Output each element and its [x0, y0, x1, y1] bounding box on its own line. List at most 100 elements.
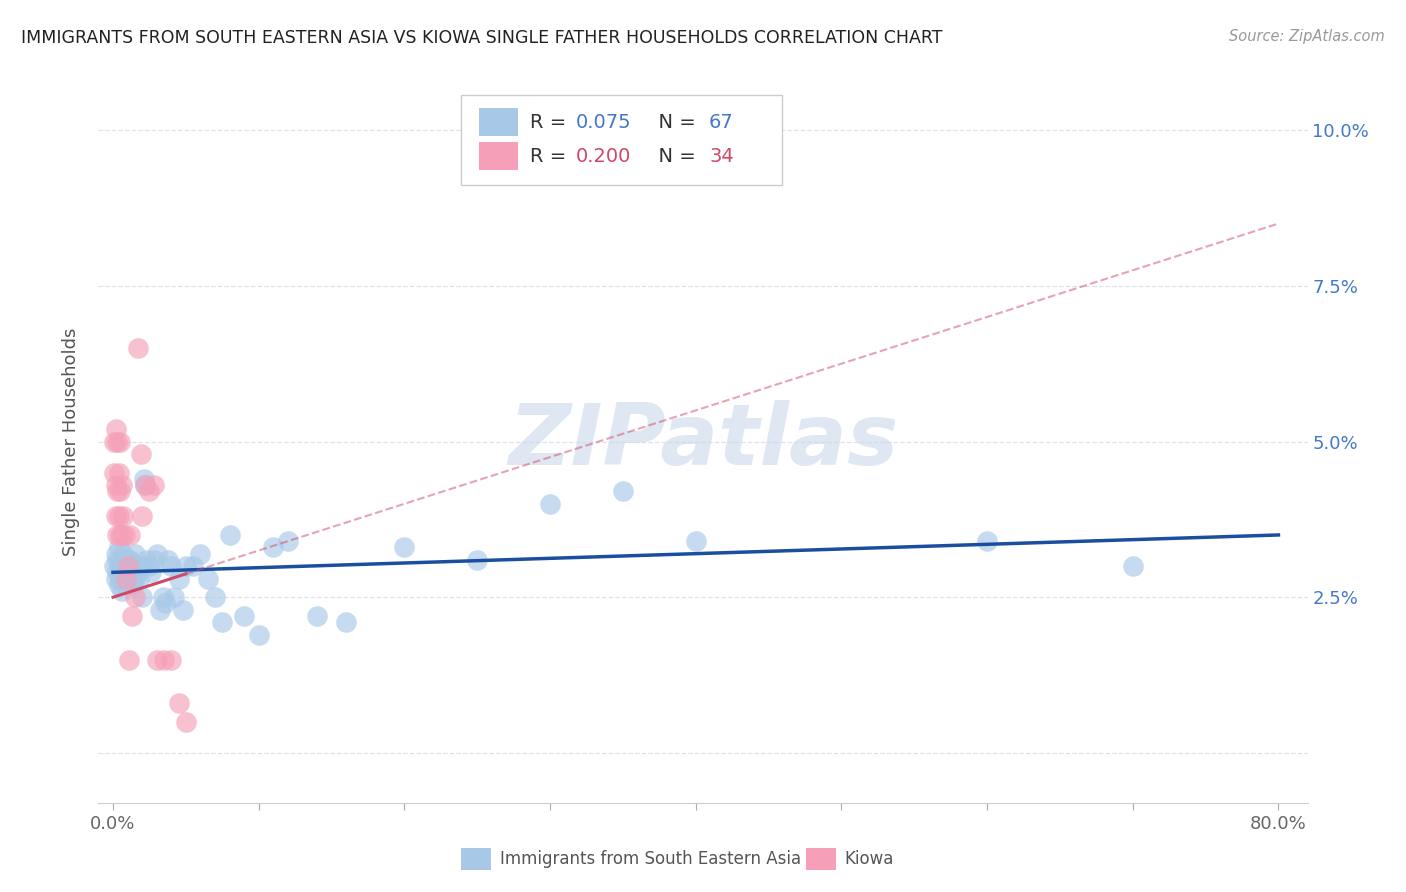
Point — [134, 478, 156, 492]
Text: Source: ZipAtlas.com: Source: ZipAtlas.com — [1229, 29, 1385, 44]
Point — [118, 652, 141, 666]
Point — [129, 559, 152, 574]
Point — [105, 528, 128, 542]
Point — [110, 484, 132, 499]
Point — [134, 478, 156, 492]
Text: 34: 34 — [709, 146, 734, 166]
Point — [142, 553, 165, 567]
Point — [124, 547, 146, 561]
Point — [233, 609, 256, 624]
FancyBboxPatch shape — [461, 848, 492, 870]
Point — [104, 509, 127, 524]
Text: 0.200: 0.200 — [576, 146, 631, 166]
Point — [685, 534, 707, 549]
Point — [127, 341, 149, 355]
Point — [394, 541, 416, 555]
Point — [218, 528, 240, 542]
Point — [976, 534, 998, 549]
Point — [181, 559, 204, 574]
Point — [103, 466, 125, 480]
Point — [128, 572, 150, 586]
Point — [114, 559, 136, 574]
Point — [153, 652, 176, 666]
Point — [132, 472, 155, 486]
Point — [149, 603, 172, 617]
Point — [190, 547, 212, 561]
Point — [105, 484, 128, 499]
FancyBboxPatch shape — [479, 143, 517, 169]
Point — [121, 559, 143, 574]
Point — [174, 714, 197, 729]
Point — [110, 434, 132, 449]
Point — [114, 528, 136, 542]
Point — [131, 591, 153, 605]
Point — [172, 603, 194, 617]
Point — [125, 559, 148, 574]
Point — [115, 566, 138, 580]
Point — [204, 591, 226, 605]
Text: ZIPatlas: ZIPatlas — [508, 400, 898, 483]
Point — [111, 528, 134, 542]
Text: N =: N = — [647, 112, 702, 132]
Point — [124, 572, 146, 586]
Point — [103, 434, 125, 449]
Point — [110, 572, 132, 586]
Text: IMMIGRANTS FROM SOUTH EASTERN ASIA VS KIOWA SINGLE FATHER HOUSEHOLDS CORRELATION: IMMIGRANTS FROM SOUTH EASTERN ASIA VS KI… — [21, 29, 942, 46]
Point — [104, 478, 127, 492]
Text: 0.075: 0.075 — [576, 112, 631, 132]
Point — [115, 572, 138, 586]
Point — [160, 652, 183, 666]
FancyBboxPatch shape — [461, 95, 782, 185]
Point — [108, 541, 131, 555]
Point — [111, 553, 134, 567]
Point — [105, 434, 128, 449]
Point — [612, 484, 634, 499]
Point — [104, 572, 127, 586]
Point — [103, 559, 125, 574]
Point — [104, 422, 127, 436]
Point — [111, 584, 134, 599]
Point — [110, 559, 132, 574]
Point — [139, 566, 162, 580]
Point — [108, 509, 131, 524]
Point — [538, 497, 561, 511]
Text: N =: N = — [647, 146, 702, 166]
Point — [138, 559, 160, 574]
Point — [120, 553, 142, 567]
Text: R =: R = — [530, 146, 572, 166]
Text: Kiowa: Kiowa — [845, 850, 894, 868]
Point — [110, 528, 132, 542]
Point — [135, 553, 157, 567]
Point — [117, 559, 139, 574]
Point — [145, 547, 167, 561]
Point — [120, 528, 142, 542]
Point — [120, 566, 142, 580]
Point — [155, 597, 177, 611]
Point — [138, 484, 160, 499]
Point — [111, 478, 134, 492]
Point — [167, 696, 190, 710]
Point — [211, 615, 233, 630]
Point — [145, 652, 167, 666]
Point — [115, 578, 138, 592]
Point — [157, 553, 180, 567]
Point — [112, 566, 135, 580]
Point — [104, 547, 127, 561]
Point — [247, 627, 270, 641]
Point — [142, 478, 165, 492]
Point — [112, 547, 135, 561]
Point — [117, 553, 139, 567]
Point — [160, 559, 183, 574]
Point — [108, 466, 131, 480]
Y-axis label: Single Father Households: Single Father Households — [62, 327, 80, 556]
Point — [121, 609, 143, 624]
Text: R =: R = — [530, 112, 572, 132]
Point — [167, 572, 190, 586]
FancyBboxPatch shape — [806, 848, 837, 870]
Text: Immigrants from South Eastern Asia: Immigrants from South Eastern Asia — [501, 850, 801, 868]
Point — [277, 534, 299, 549]
Point — [114, 572, 136, 586]
Point — [117, 572, 139, 586]
Point — [163, 591, 186, 605]
Point — [197, 572, 219, 586]
